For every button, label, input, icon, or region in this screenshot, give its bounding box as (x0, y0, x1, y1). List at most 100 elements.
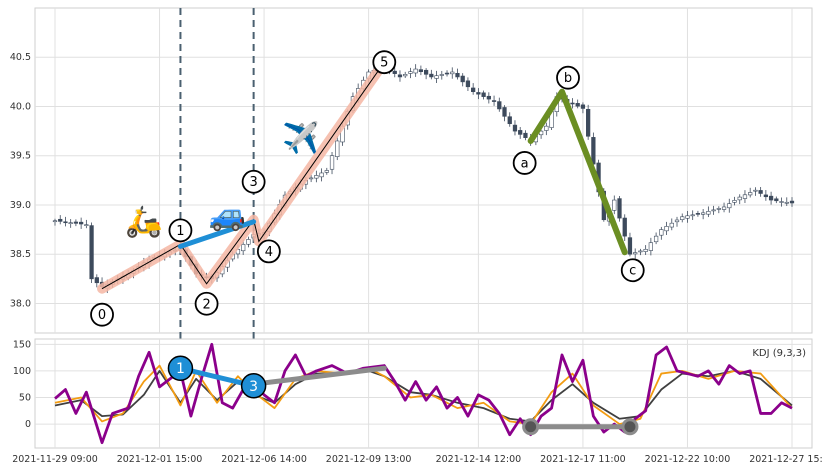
candle-body (84, 224, 89, 226)
candle-body (73, 221, 79, 224)
candle-body (63, 221, 68, 224)
candle-body (633, 252, 638, 255)
price-ytick-label: 40.0 (10, 101, 31, 112)
ind-ytick-label: 100 (13, 366, 31, 377)
candle-body (622, 217, 627, 237)
wave-label-circle (241, 169, 266, 194)
candle-body (324, 170, 329, 173)
x-tick-label: 2021-12-27 15:00 (749, 454, 822, 465)
wave-label-text: b (564, 71, 572, 86)
candle-body (591, 137, 596, 165)
candle-body (789, 200, 795, 204)
candle-body (612, 199, 617, 211)
candle-body (502, 107, 507, 117)
candle-body (784, 201, 789, 204)
candle-body (669, 222, 674, 228)
wave-label-text: 3 (249, 175, 257, 190)
candle-body (695, 213, 701, 215)
wave-label-circle (556, 65, 580, 90)
candle-body (89, 225, 94, 280)
kdj-legend: KDJ (9,3,3) (752, 348, 806, 359)
candle-body (627, 237, 633, 255)
wave-label-circle (168, 218, 193, 243)
candle-body (465, 80, 471, 88)
candle-body (450, 71, 455, 75)
ind-marker-dot (522, 418, 540, 436)
candle-body (507, 116, 512, 125)
candle-body (727, 203, 732, 209)
wave-label-text: 4 (265, 245, 273, 260)
candle-body (392, 70, 397, 74)
x-tick-label: 2021-12-22 10:00 (645, 454, 731, 465)
candle-body (397, 74, 403, 78)
emoji-annotation: ✈️ (282, 119, 319, 156)
candle-body (455, 72, 460, 78)
candle-body (732, 200, 737, 203)
wave-label-text: 5 (380, 56, 388, 71)
wave-label-circle (256, 239, 281, 264)
x-tick-label: 2021-12-01 15:00 (117, 454, 203, 465)
candle-body (685, 215, 690, 219)
candle-body (748, 192, 753, 196)
candle-body (329, 155, 335, 170)
wave-label-circle (90, 302, 114, 327)
candle-body (711, 209, 716, 212)
emoji-annotation: 🚙 (209, 198, 246, 233)
candle-body (716, 208, 721, 210)
price-ytick-label: 39.5 (10, 151, 31, 162)
candle-body (518, 130, 523, 135)
candle-body (52, 220, 58, 223)
candle-body (680, 216, 685, 220)
candle-body (471, 87, 476, 93)
candle-body (690, 214, 695, 217)
wave-label-text: 2 (202, 297, 210, 312)
ind-marker-dot (621, 418, 639, 436)
candle-body (418, 69, 424, 72)
candle-body (580, 104, 586, 109)
x-tick-label: 2021-12-09 13:00 (326, 454, 412, 465)
candle-body (58, 218, 63, 222)
candle-body (308, 177, 314, 180)
candle-body (335, 140, 340, 157)
wave-label-circle (194, 291, 219, 316)
candle-body (241, 244, 246, 252)
ind-marker-circle (167, 355, 194, 381)
candle-body (408, 71, 413, 74)
ind-marker-label: 3 (249, 379, 258, 395)
x-tick-label: 2021-12-17 11:00 (540, 454, 626, 465)
ind-ytick-label: 50 (19, 392, 31, 403)
candle-body (774, 198, 779, 202)
candle-body (544, 125, 549, 131)
ind-marker-label: 1 (176, 361, 185, 377)
candle-body (403, 74, 408, 77)
candle-body (460, 75, 465, 83)
candle-body (674, 219, 680, 223)
candle-body (486, 95, 491, 100)
candle-body (753, 189, 758, 192)
wave-label-circle (372, 50, 397, 75)
emoji-annotation: 🛵 (125, 205, 162, 240)
price-ytick-label: 40.5 (10, 52, 31, 63)
ind-ytick-label: 150 (13, 339, 31, 350)
candle-body (586, 109, 591, 137)
candle-body (423, 69, 429, 75)
wave-label-text: c (629, 264, 636, 279)
x-tick-label: 2021-12-06 14:00 (221, 454, 307, 465)
candle-body (497, 101, 502, 110)
candle-body (617, 198, 622, 219)
candle-body (523, 132, 528, 138)
candle-body (413, 68, 418, 74)
candle-body (659, 229, 664, 236)
candle-body (648, 242, 654, 251)
candle-body (94, 277, 99, 284)
candle-body (444, 72, 450, 75)
price-ytick-label: 38.0 (10, 298, 31, 309)
price-ytick-label: 38.5 (10, 249, 31, 260)
wave-centerline-impulse (101, 61, 385, 290)
candle-body (476, 92, 481, 95)
candle-body (314, 175, 319, 179)
wave-line-link (177, 219, 257, 249)
x-tick-label: 2021-11-29 09:00 (12, 454, 98, 465)
